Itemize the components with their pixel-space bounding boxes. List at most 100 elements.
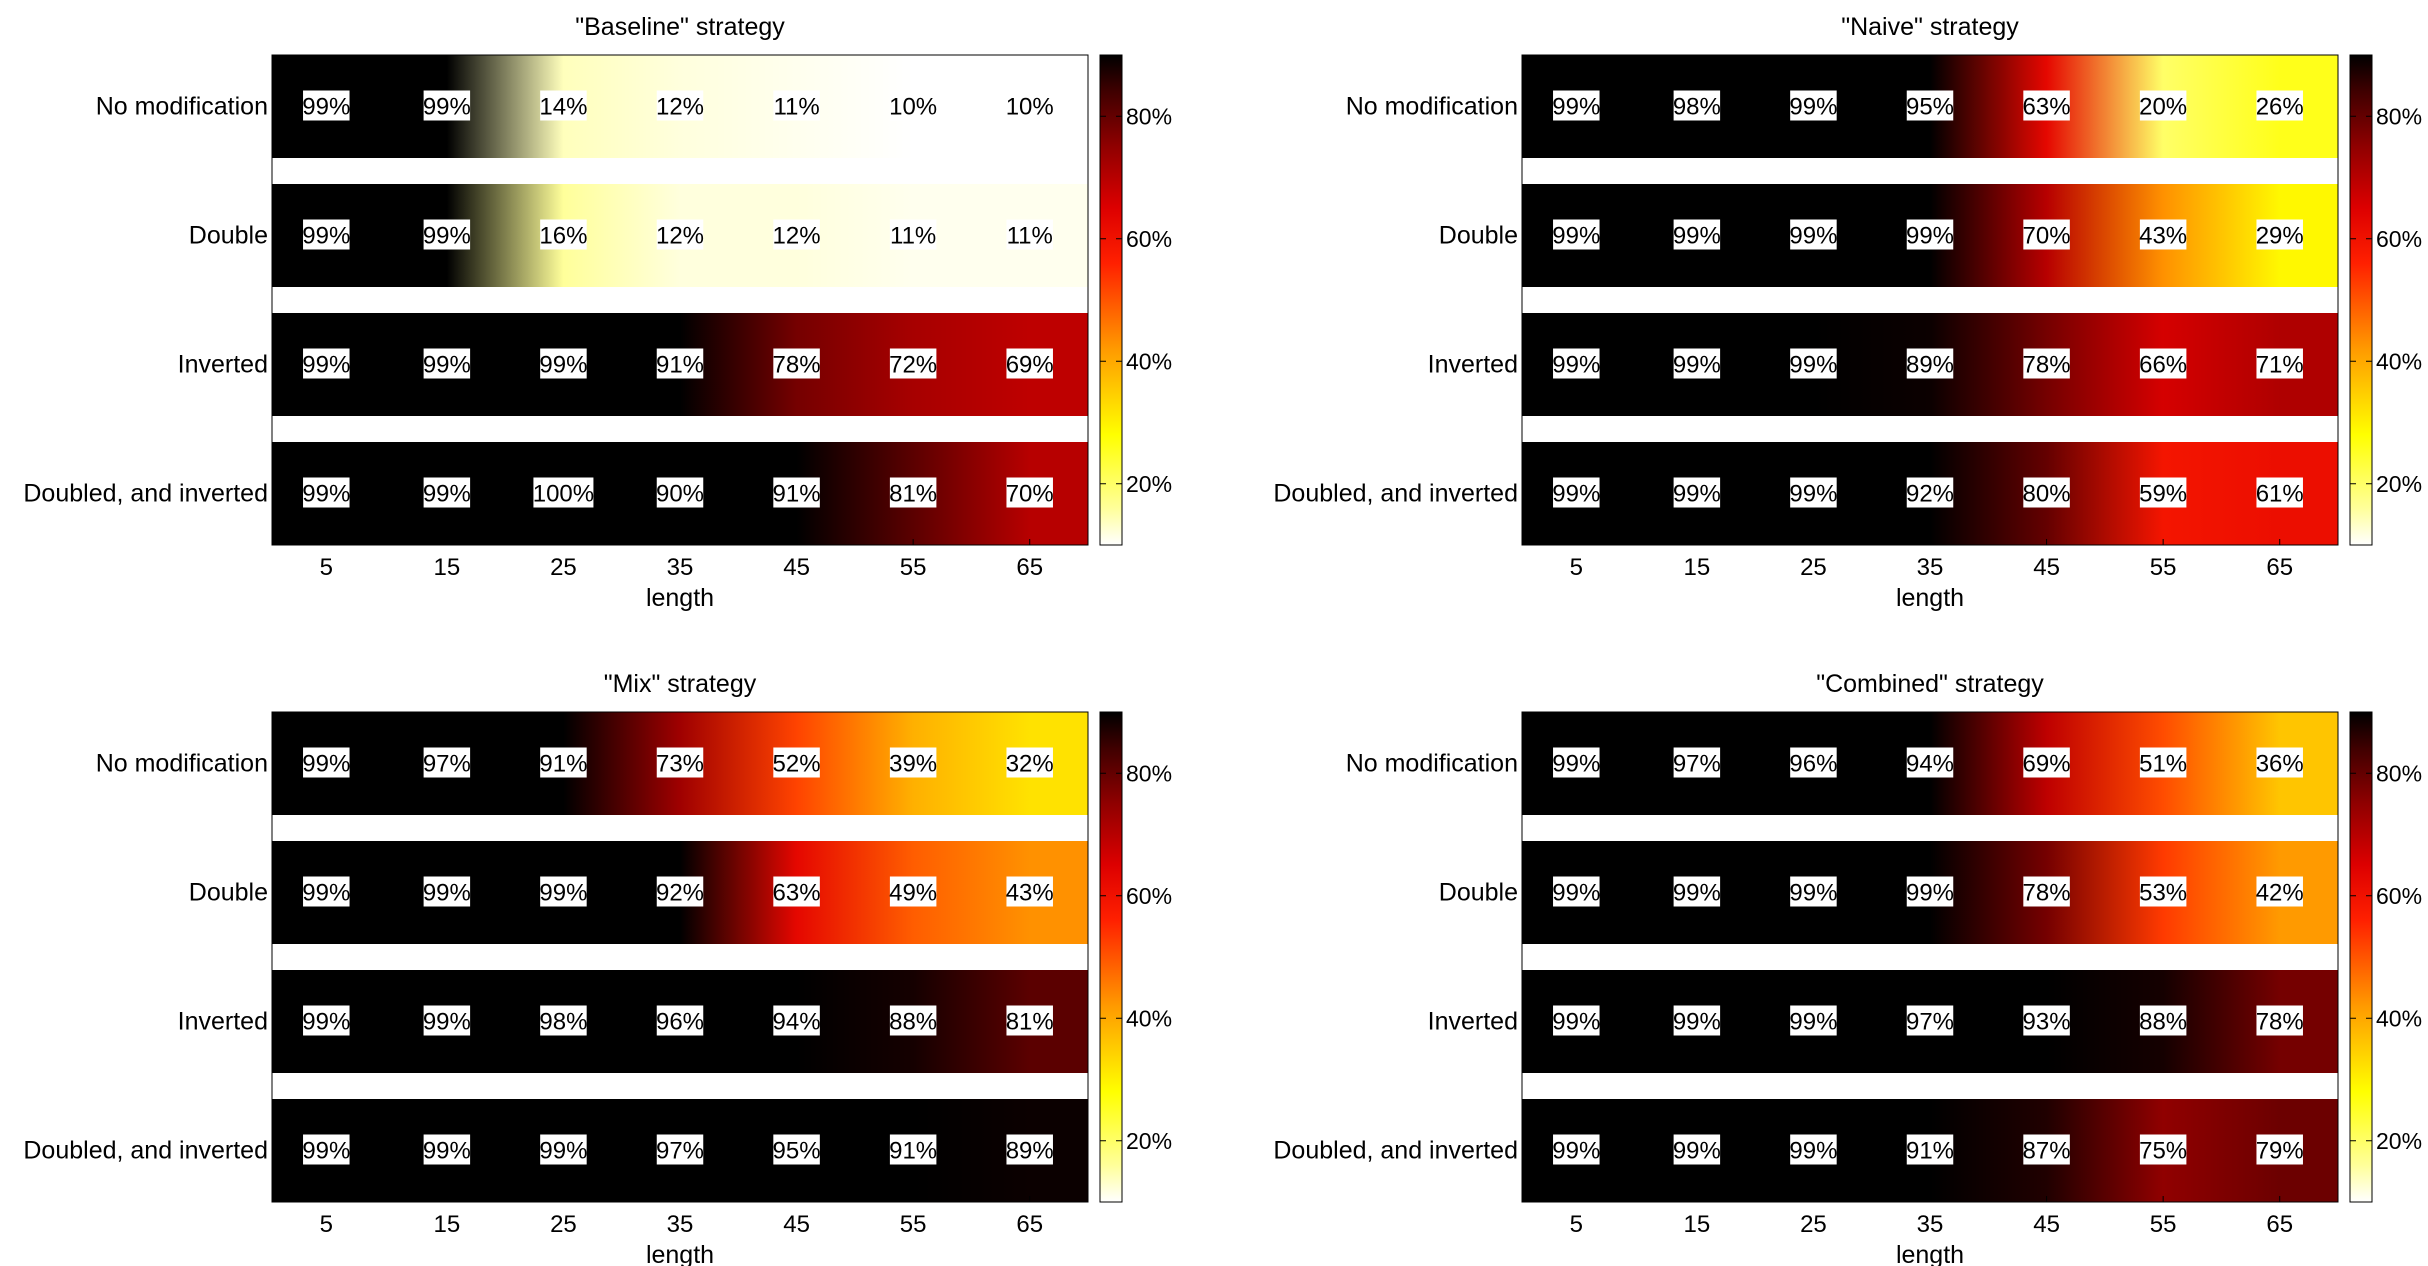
- cell-label-box: [423, 747, 471, 778]
- cell-label: 16%: [539, 219, 587, 250]
- cell-value: 99%: [1789, 481, 1837, 508]
- cell-value: 71%: [2256, 352, 2304, 379]
- cell-value: 78%: [2023, 880, 2071, 907]
- cell-label-box: [2023, 477, 2070, 508]
- x-tick-label: 65: [2266, 554, 2293, 581]
- cell-label: 92%: [1906, 477, 1954, 508]
- cell-label: 99%: [1673, 348, 1721, 379]
- cell-label-box: [773, 876, 820, 907]
- cell-value: 99%: [423, 94, 471, 121]
- cell-value: 99%: [1552, 1009, 1600, 1036]
- cell-value: 99%: [1552, 880, 1600, 907]
- x-tick-label: 65: [1016, 554, 1043, 581]
- cell-label: 99%: [1673, 1005, 1721, 1036]
- cell-value: 99%: [1789, 1009, 1837, 1036]
- cell-value: 89%: [1006, 1138, 1054, 1165]
- cell-label-box: [540, 1005, 587, 1036]
- cell-label: 99%: [302, 1005, 350, 1036]
- cell-value: 99%: [302, 352, 350, 379]
- cell-value: 90%: [656, 481, 704, 508]
- cell-label-box: [656, 348, 704, 379]
- x-tick-label: 25: [550, 554, 577, 581]
- cell-value: 79%: [2256, 1138, 2304, 1165]
- cell-value: 99%: [539, 352, 587, 379]
- cell-value: 97%: [1906, 1009, 1954, 1036]
- cell-value: 99%: [302, 481, 350, 508]
- cell-value: 99%: [1789, 352, 1837, 379]
- cell-label-box: [2139, 90, 2187, 121]
- x-axis-label: length: [646, 1241, 714, 1266]
- cell-label-box: [1006, 1005, 1053, 1036]
- row-label: Doubled, and inverted: [1273, 1137, 1518, 1165]
- cell-label: 49%: [889, 876, 937, 907]
- cell-label-box: [656, 90, 704, 121]
- cell-value: 36%: [2256, 751, 2304, 778]
- cell-label-box: [1906, 1134, 1954, 1165]
- cell-label: 99%: [302, 90, 350, 121]
- cell-label: 59%: [2139, 477, 2187, 508]
- cell-label: 98%: [1673, 90, 1721, 121]
- cell-label: 29%: [2256, 219, 2304, 250]
- x-tick-label: 45: [783, 1211, 810, 1238]
- colorbar-tick-label: 40%: [2376, 1005, 2422, 1031]
- cell-label-box: [773, 1134, 820, 1165]
- cell-label-box: [1790, 348, 1837, 379]
- row-label: Inverted: [178, 1008, 268, 1036]
- row-label: Doubled, and inverted: [23, 1137, 268, 1165]
- cell-label-box: [1790, 876, 1837, 907]
- row-label: Inverted: [178, 351, 268, 379]
- colorbar: [1099, 54, 1123, 546]
- cell-value: 78%: [2256, 1009, 2304, 1036]
- row-label: No modification: [1346, 750, 1518, 778]
- cell-label: 12%: [656, 219, 704, 250]
- cell-label-box: [1673, 90, 1721, 121]
- cell-label-box: [889, 1005, 937, 1036]
- colorbar-tick-label: 20%: [1126, 1128, 1172, 1154]
- cell-value: 75%: [2139, 1138, 2187, 1165]
- cell-label-box: [656, 477, 704, 508]
- cell-value: 61%: [2256, 481, 2304, 508]
- cell-label: 93%: [2023, 1005, 2071, 1036]
- panel-title: "Mix" strategy: [604, 670, 757, 698]
- cell-label: 99%: [1552, 876, 1600, 907]
- row-label: No modification: [96, 93, 268, 121]
- cell-label: 14%: [539, 90, 587, 121]
- cell-label-box: [1790, 747, 1837, 778]
- cell-value: 88%: [2139, 1009, 2187, 1036]
- cell-value: 10%: [1006, 94, 1054, 121]
- cell-label-box: [773, 348, 820, 379]
- cell-value: 12%: [773, 223, 821, 250]
- cell-value: 99%: [539, 880, 587, 907]
- cell-label: 99%: [1552, 1005, 1600, 1036]
- cell-label: 99%: [1906, 876, 1954, 907]
- cell-label: 63%: [773, 876, 821, 907]
- cell-label: 99%: [302, 1134, 350, 1165]
- x-tick-label: 55: [900, 554, 927, 581]
- cell-label: 99%: [423, 90, 471, 121]
- x-tick-label: 5: [320, 554, 333, 581]
- cell-value: 99%: [423, 223, 471, 250]
- cell-label: 51%: [2139, 747, 2187, 778]
- cell-label-box: [1673, 1134, 1721, 1165]
- cell-label-box: [1553, 747, 1600, 778]
- cell-label-box: [540, 348, 587, 379]
- cell-label: 12%: [656, 90, 704, 121]
- cell-label: 52%: [773, 747, 821, 778]
- cell-value: 69%: [2023, 751, 2071, 778]
- cell-label-box: [303, 1005, 350, 1036]
- cell-label-box: [540, 219, 587, 250]
- cell-label: 26%: [2256, 90, 2304, 121]
- cell-value: 98%: [1673, 94, 1721, 121]
- x-tick-label: 65: [1016, 1211, 1043, 1238]
- cell-label-box: [1673, 876, 1721, 907]
- cell-label: 99%: [539, 348, 587, 379]
- cell-value: 81%: [889, 481, 937, 508]
- cell-label: 99%: [539, 876, 587, 907]
- colorbar-tick-label: 80%: [1126, 103, 1172, 129]
- cell-label-box: [1006, 90, 1053, 121]
- cell-label-box: [303, 477, 350, 508]
- cell-label-box: [656, 747, 704, 778]
- colorbar-tick-label: 80%: [2376, 760, 2422, 786]
- cell-label: 78%: [2023, 348, 2071, 379]
- heatmap-panel-3: "Mix" strategy No modification 99% 97% 91% 73…: [23, 670, 1172, 1266]
